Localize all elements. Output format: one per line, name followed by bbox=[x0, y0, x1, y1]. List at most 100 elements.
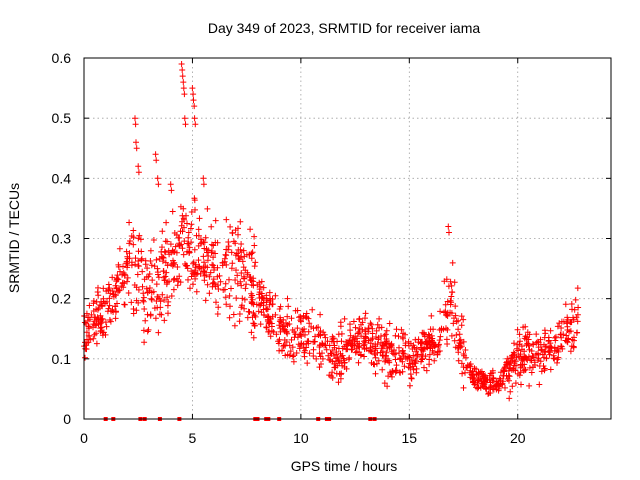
data-point bbox=[574, 285, 581, 292]
data-point bbox=[119, 271, 126, 278]
data-point bbox=[98, 327, 104, 334]
data-point bbox=[228, 285, 234, 292]
data-point bbox=[278, 319, 285, 326]
data-point bbox=[251, 263, 258, 270]
data-point bbox=[106, 317, 113, 323]
x-tick-label: 15 bbox=[402, 430, 418, 446]
data-point bbox=[575, 304, 582, 311]
data-point bbox=[187, 285, 193, 292]
data-point bbox=[118, 283, 125, 290]
data-point bbox=[414, 353, 420, 360]
data-point bbox=[134, 271, 141, 278]
data-point bbox=[407, 382, 413, 389]
data-point bbox=[393, 362, 400, 369]
data-point bbox=[147, 247, 154, 254]
data-point bbox=[437, 333, 444, 340]
data-point bbox=[95, 292, 102, 299]
data-point bbox=[265, 328, 272, 335]
data-point bbox=[410, 352, 417, 359]
data-point bbox=[140, 297, 146, 304]
data-point bbox=[133, 297, 140, 304]
data-point bbox=[336, 370, 343, 377]
spike-point bbox=[154, 175, 161, 182]
data-point bbox=[487, 379, 494, 386]
data-point bbox=[246, 309, 253, 315]
data-point bbox=[431, 357, 438, 364]
data-point bbox=[396, 344, 402, 351]
data-point bbox=[170, 260, 177, 267]
chart-title: Day 349 of 2023, SRMTID for receiver iam… bbox=[208, 20, 481, 36]
data-point bbox=[205, 253, 212, 259]
data-point bbox=[286, 352, 293, 359]
data-point bbox=[383, 336, 390, 342]
data-point bbox=[520, 324, 527, 331]
data-point bbox=[571, 306, 578, 313]
data-point bbox=[372, 354, 379, 361]
data-point bbox=[267, 333, 274, 340]
data-point bbox=[211, 264, 218, 271]
data-point bbox=[148, 296, 155, 303]
data-point bbox=[368, 321, 375, 328]
data-point bbox=[399, 358, 406, 365]
data-point bbox=[226, 292, 233, 299]
data-point bbox=[293, 350, 300, 356]
data-point bbox=[526, 364, 533, 371]
data-point bbox=[105, 281, 112, 288]
data-point bbox=[392, 356, 399, 363]
data-point bbox=[90, 298, 97, 304]
data-point bbox=[392, 332, 399, 339]
spike-point bbox=[133, 145, 140, 152]
data-point bbox=[533, 351, 540, 357]
y-tick-label: 0.1 bbox=[52, 351, 72, 367]
y-tick-label: 0.6 bbox=[52, 50, 72, 66]
data-point bbox=[475, 377, 482, 384]
data-point bbox=[363, 345, 370, 352]
data-point bbox=[380, 352, 386, 359]
data-point bbox=[119, 279, 126, 286]
data-point bbox=[375, 336, 382, 343]
data-point bbox=[186, 248, 192, 255]
data-point bbox=[159, 258, 166, 265]
data-point bbox=[282, 326, 289, 333]
data-point bbox=[315, 324, 322, 331]
data-point bbox=[507, 388, 514, 395]
data-point bbox=[488, 370, 495, 377]
data-point bbox=[86, 323, 93, 330]
data-point bbox=[359, 319, 366, 326]
data-point bbox=[524, 329, 531, 336]
data-point bbox=[268, 323, 275, 330]
data-point bbox=[126, 240, 133, 247]
data-point bbox=[343, 339, 350, 345]
data-point bbox=[148, 289, 155, 296]
data-point bbox=[411, 344, 418, 351]
spike-point bbox=[191, 103, 198, 110]
data-point bbox=[136, 232, 143, 239]
data-point bbox=[185, 229, 192, 236]
data-point bbox=[258, 278, 265, 285]
data-point bbox=[538, 347, 545, 354]
data-point bbox=[574, 318, 581, 325]
data-point bbox=[121, 301, 128, 308]
data-point bbox=[232, 277, 239, 283]
spike-point bbox=[132, 121, 139, 128]
data-point bbox=[304, 338, 311, 345]
data-point bbox=[238, 270, 245, 276]
data-point bbox=[247, 226, 254, 233]
data-point bbox=[148, 295, 155, 302]
data-point bbox=[113, 285, 120, 292]
data-point bbox=[185, 240, 192, 247]
data-point bbox=[508, 355, 514, 362]
data-point bbox=[159, 291, 166, 298]
data-point bbox=[462, 354, 469, 361]
data-point bbox=[428, 341, 435, 348]
data-point bbox=[350, 318, 357, 325]
data-point bbox=[214, 311, 221, 317]
data-point bbox=[529, 353, 536, 359]
data-point bbox=[142, 317, 149, 324]
data-point bbox=[287, 348, 294, 355]
data-point bbox=[260, 284, 267, 291]
data-point bbox=[226, 314, 233, 321]
data-point bbox=[425, 331, 432, 338]
data-point bbox=[335, 331, 342, 338]
data-point bbox=[109, 307, 116, 313]
